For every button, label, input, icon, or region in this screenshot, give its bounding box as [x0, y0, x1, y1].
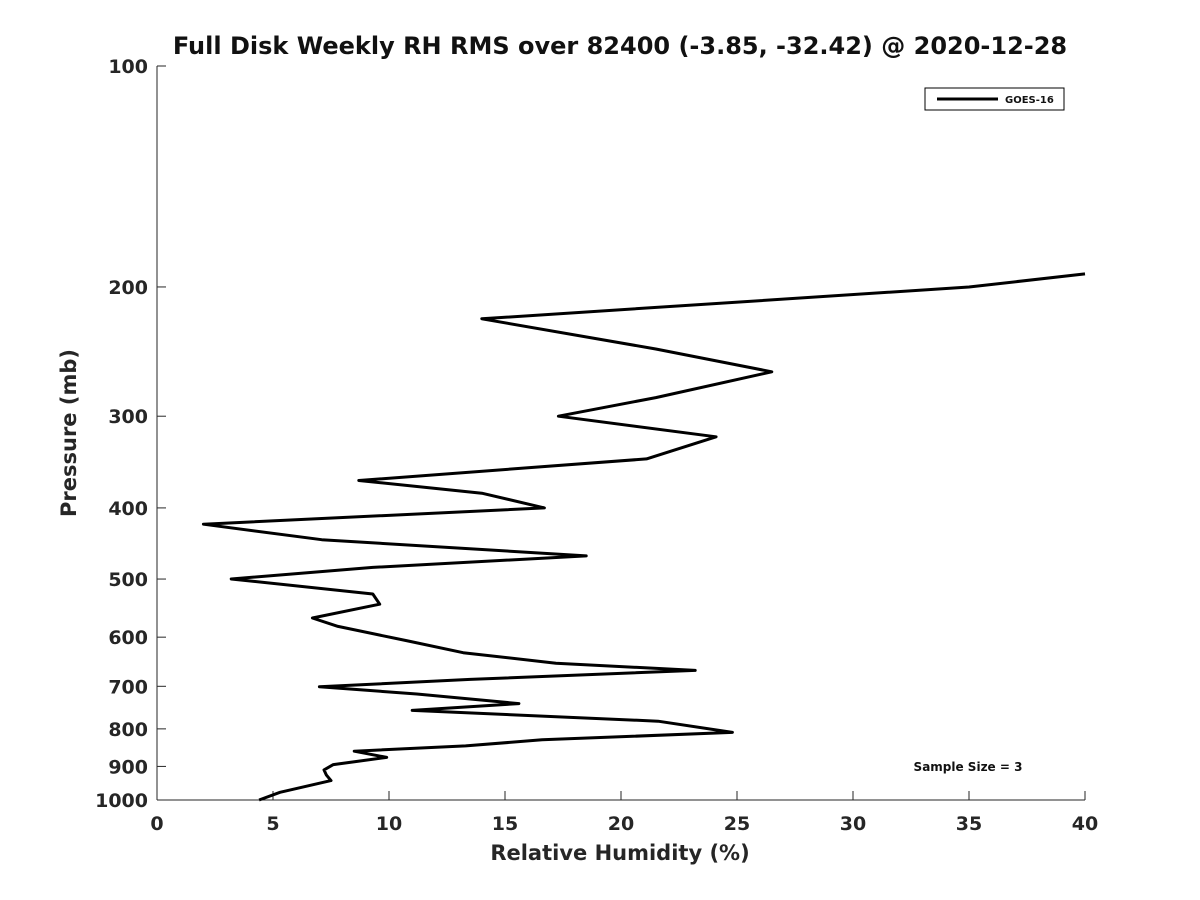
- x-axis-label: Relative Humidity (%): [490, 841, 749, 865]
- chart-title: Full Disk Weekly RH RMS over 82400 (-3.8…: [173, 32, 1067, 60]
- y-tick-label: 400: [108, 498, 148, 520]
- y-tick-label: 200: [108, 277, 148, 299]
- series-layer: [201, 272, 1086, 802]
- x-tick-label: 30: [840, 813, 866, 835]
- x-tick-label: 25: [724, 813, 750, 835]
- x-tick-label: 5: [266, 813, 279, 835]
- sample-size-annotation: Sample Size = 3: [914, 760, 1023, 774]
- y-tick-label: 800: [108, 719, 148, 741]
- y-tick-label: 300: [108, 406, 148, 428]
- y-tick-label: 700: [108, 676, 148, 698]
- series-line-goes-16: [201, 272, 1086, 802]
- y-tick-label: 900: [108, 756, 148, 778]
- legend-label-goes-16: GOES-16: [1005, 95, 1054, 106]
- y-tick-label: 500: [108, 569, 148, 591]
- x-tick-label: 20: [608, 813, 634, 835]
- x-tick-label: 40: [1072, 813, 1098, 835]
- x-axis-ticks: 0 5 10 15 20 25 30 35 40: [150, 791, 1098, 835]
- y-axis-label: Pressure (mb): [57, 349, 81, 517]
- y-tick-label: 1000: [95, 790, 148, 812]
- x-tick-label: 35: [956, 813, 982, 835]
- y-tick-label: 600: [108, 627, 148, 649]
- x-tick-label: 0: [150, 813, 163, 835]
- y-axis-ticks: 100 200 300 400 500 600 700 800 900 1000: [95, 56, 166, 812]
- x-tick-label: 15: [492, 813, 518, 835]
- x-tick-label: 10: [376, 813, 402, 835]
- legend: GOES-16: [924, 87, 1065, 111]
- y-tick-label: 100: [108, 56, 148, 78]
